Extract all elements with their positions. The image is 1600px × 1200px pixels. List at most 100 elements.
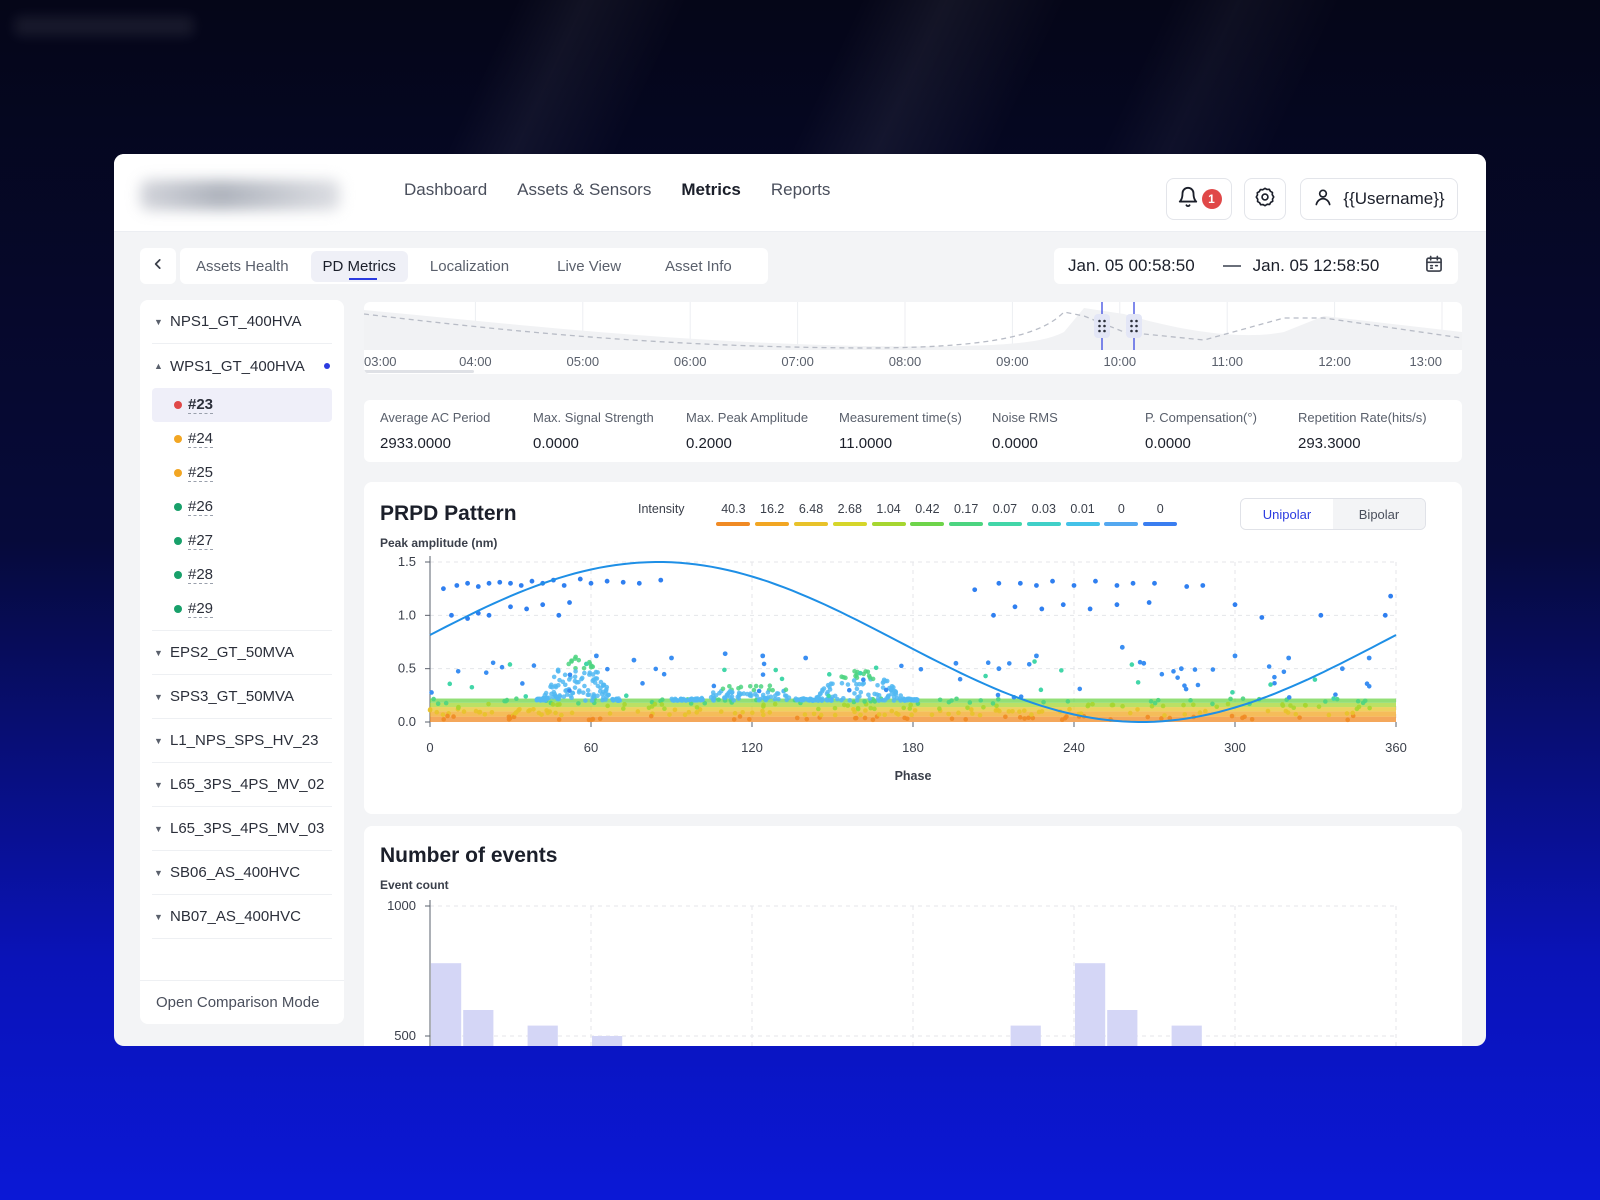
nav-reports[interactable]: Reports: [770, 180, 831, 199]
prpd-point: [435, 701, 441, 707]
prpd-point: [434, 709, 440, 715]
prpd-point: [476, 710, 482, 715]
prpd-cluster-point: [827, 684, 832, 690]
prpd-cluster-point: [741, 691, 747, 696]
unipolar-option[interactable]: Unipolar: [1241, 499, 1333, 529]
sensor-item-25[interactable]: #25: [152, 456, 332, 490]
prpd-point: [845, 703, 851, 708]
asset-item-sps3[interactable]: ▼ SPS3_GT_50MVA: [152, 675, 332, 719]
bipolar-option[interactable]: Bipolar: [1333, 499, 1425, 529]
asset-item-wps1[interactable]: ▲ WPS1_GT_400HVA: [152, 344, 332, 388]
status-dot: [174, 605, 182, 613]
prpd-cluster-point: [682, 697, 688, 703]
back-button[interactable]: [140, 248, 176, 284]
prpd-point: [694, 705, 700, 710]
open-comparison-mode-button[interactable]: Open Comparison Mode: [140, 980, 344, 1024]
tab-pd-metrics[interactable]: PD Metrics: [310, 250, 408, 282]
asset-item-l65-02[interactable]: ▼ L65_3PS_4PS_MV_02: [152, 763, 332, 807]
notifications-button[interactable]: 1: [1166, 178, 1232, 220]
prpd-point: [873, 665, 879, 671]
tab-live-view[interactable]: Live View: [557, 257, 622, 275]
prpd-point: [855, 705, 861, 711]
prpd-point: [621, 706, 626, 711]
metric-max-signal-strength: Max. Signal Strength 0.0000: [533, 410, 686, 462]
prpd-cluster-point: [583, 698, 588, 703]
intensity-scale-item: 1.04: [869, 502, 908, 526]
caret-up-icon: ▲: [154, 361, 163, 371]
prpd-cluster-point: [875, 682, 880, 688]
asset-item-nps1[interactable]: ▼ NPS1_GT_400HVA: [152, 300, 332, 344]
intensity-color-bar: [871, 522, 906, 526]
nav-dashboard[interactable]: Dashboard: [404, 180, 488, 199]
prpd-point: [985, 660, 991, 666]
sensor-item-29[interactable]: #29: [152, 592, 332, 626]
prpd-point: [965, 705, 970, 711]
user-menu-button[interactable]: {{Username}}: [1300, 178, 1458, 220]
prpd-point: [646, 705, 652, 711]
prpd-cluster-point: [783, 687, 789, 692]
prpd-point: [826, 693, 831, 699]
date-range-picker[interactable]: Jan. 05 00:58:50 Jan. 05 12:58:50: [1054, 248, 1458, 284]
tab-assets-health[interactable]: Assets Health: [196, 257, 289, 275]
nav-assets-sensors[interactable]: Assets & Sensors: [517, 180, 652, 199]
prpd-point: [1272, 680, 1277, 686]
prpd-cluster-point: [851, 678, 857, 683]
asset-item-nb07[interactable]: ▼ NB07_AS_400HVC: [152, 895, 332, 939]
prpd-point: [1007, 661, 1012, 666]
intensity-color-bar: [1026, 522, 1061, 526]
prpd-point: [853, 715, 859, 721]
prpd-point: [489, 709, 495, 715]
intensity-scale-item: 0.17: [947, 502, 986, 526]
sensor-label: #26: [188, 498, 214, 516]
prpd-cluster-point: [678, 696, 684, 702]
prpd-point: [1326, 712, 1332, 718]
prpd-point: [497, 579, 503, 585]
sensor-item-26[interactable]: #26: [152, 490, 332, 524]
timeline-scrubber[interactable]: 03:00 04:00 05:00 06:00 07:00 08:00 09:00 10:00…: [364, 302, 1462, 374]
prpd-point: [1382, 612, 1388, 618]
prpd-cluster-point: [591, 694, 597, 699]
prpd-point: [561, 583, 567, 588]
calendar-icon[interactable]: [1424, 254, 1444, 279]
prpd-point: [794, 715, 800, 721]
prpd-point: [937, 706, 942, 711]
prpd-point: [550, 702, 556, 707]
prpd-pattern-card: PRPD Pattern Intensity 40.3 16.2 6.48 2.68 1…: [364, 482, 1462, 814]
timeline-tick-label: 06:00: [674, 354, 707, 369]
sensor-item-23[interactable]: #23: [152, 388, 332, 422]
prpd-point: [514, 696, 519, 702]
nav-metrics[interactable]: Metrics: [681, 180, 741, 199]
prpd-point: [718, 709, 724, 714]
prpd-point: [1265, 708, 1271, 714]
prpd-cluster-point: [603, 688, 609, 694]
asset-item-eps2[interactable]: ▼ EPS2_GT_50MVA: [152, 631, 332, 675]
prpd-point: [740, 709, 745, 715]
polarity-toggle: Unipolar Bipolar: [1240, 498, 1426, 530]
prpd-cluster-point: [573, 654, 578, 660]
events-card: Number of events Event count 500 1000: [364, 826, 1462, 1046]
sensor-item-28[interactable]: #28: [152, 558, 332, 592]
settings-button[interactable]: [1244, 178, 1286, 220]
sensor-item-24[interactable]: #24: [152, 422, 332, 456]
prpd-point: [994, 703, 999, 709]
tab-localization[interactable]: Localization: [429, 257, 510, 275]
events-bar: [1010, 1025, 1041, 1046]
prpd-point: [631, 657, 637, 663]
intensity-color-bar: [987, 522, 1022, 526]
prpd-point: [818, 712, 824, 718]
asset-item-sb06[interactable]: ▼ SB06_AS_400HVC: [152, 851, 332, 895]
prpd-point: [1141, 660, 1147, 666]
prpd-point: [1152, 700, 1158, 706]
sensor-item-27[interactable]: #27: [152, 524, 332, 558]
timeline-tick-label: 12:00: [1318, 354, 1351, 369]
prpd-cluster-point: [753, 683, 759, 689]
prpd-point: [953, 660, 959, 666]
prpd-cluster-point: [697, 697, 703, 702]
asset-item-l1[interactable]: ▼ L1_NPS_SPS_HV_23: [152, 719, 332, 763]
prpd-x-axis-title: Phase: [895, 769, 932, 783]
intensity-value: 1.04: [876, 502, 901, 516]
prpd-point: [883, 687, 889, 693]
tab-asset-info[interactable]: Asset Info: [665, 257, 732, 275]
intensity-value: 40.3: [721, 502, 746, 516]
asset-item-l65-03[interactable]: ▼ L65_3PS_4PS_MV_03: [152, 807, 332, 851]
